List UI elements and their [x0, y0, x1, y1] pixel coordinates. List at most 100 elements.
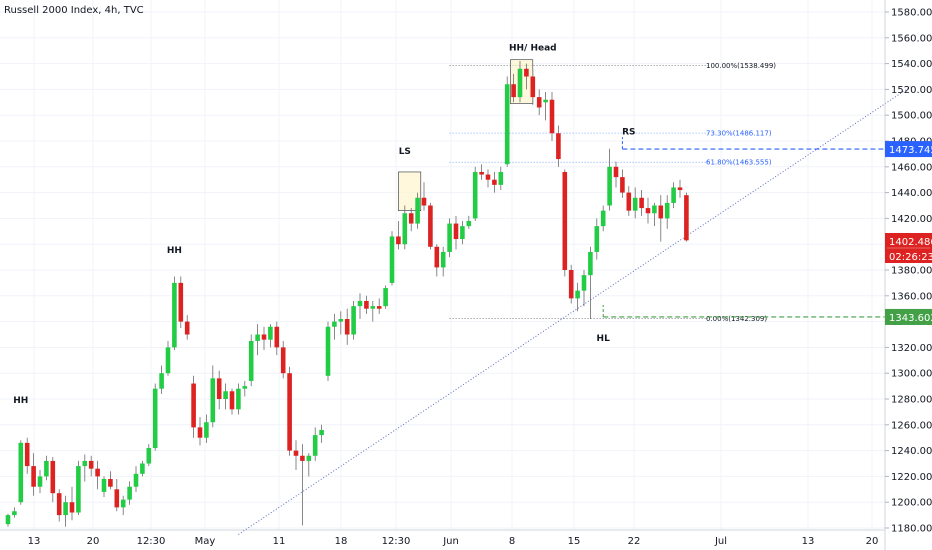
candle[interactable]: [344, 308, 350, 345]
candle[interactable]: [677, 179, 683, 198]
candle[interactable]: [146, 444, 152, 467]
candle[interactable]: [440, 246, 446, 277]
candle[interactable]: [581, 270, 587, 307]
candle[interactable]: [274, 321, 280, 356]
candle[interactable]: [517, 61, 523, 103]
candle[interactable]: [56, 489, 62, 522]
candle[interactable]: [530, 68, 536, 105]
trendline[interactable]: [238, 86, 911, 535]
candle[interactable]: [261, 326, 267, 350]
candle[interactable]: [652, 202, 657, 227]
candle[interactable]: [248, 334, 254, 387]
candle[interactable]: [287, 366, 292, 456]
candle[interactable]: [415, 192, 420, 229]
candle[interactable]: [543, 91, 548, 121]
candle[interactable]: [460, 220, 465, 245]
candle[interactable]: [229, 388, 235, 415]
candle[interactable]: [332, 313, 337, 340]
candle[interactable]: [293, 440, 299, 470]
candle[interactable]: [325, 321, 331, 381]
candle[interactable]: [5, 513, 11, 527]
candle[interactable]: [31, 453, 36, 496]
candle[interactable]: [37, 469, 43, 494]
candle[interactable]: [485, 169, 491, 188]
candle[interactable]: [607, 148, 612, 211]
candle[interactable]: [108, 471, 113, 490]
candle[interactable]: [684, 192, 689, 242]
candle[interactable]: [223, 383, 228, 410]
candle[interactable]: [300, 444, 305, 526]
candle[interactable]: [172, 276, 177, 350]
candle[interactable]: [453, 215, 459, 250]
candle[interactable]: [351, 300, 356, 340]
candle[interactable]: [664, 195, 670, 229]
candle[interactable]: [69, 486, 75, 521]
candle[interactable]: [114, 478, 120, 512]
candle[interactable]: [165, 340, 171, 376]
candle[interactable]: [120, 495, 126, 516]
candle[interactable]: [95, 460, 100, 490]
candle[interactable]: [242, 380, 248, 397]
candle[interactable]: [492, 171, 497, 193]
candle[interactable]: [613, 161, 619, 188]
candle[interactable]: [63, 495, 68, 527]
candle[interactable]: [191, 375, 196, 438]
candle[interactable]: [671, 182, 676, 209]
candle[interactable]: [536, 89, 542, 116]
candle[interactable]: [236, 383, 241, 415]
candle[interactable]: [658, 195, 664, 242]
candle[interactable]: [645, 197, 651, 224]
candle[interactable]: [140, 460, 145, 477]
candle[interactable]: [50, 457, 56, 503]
candle[interactable]: [82, 454, 88, 482]
candle[interactable]: [76, 460, 81, 516]
candle[interactable]: [370, 300, 376, 322]
candle[interactable]: [498, 166, 504, 191]
candle[interactable]: [88, 455, 94, 477]
candle[interactable]: [479, 164, 484, 180]
candle[interactable]: [44, 455, 49, 481]
candle[interactable]: [133, 466, 139, 492]
candle[interactable]: [210, 365, 216, 428]
candle[interactable]: [626, 186, 632, 216]
candle[interactable]: [159, 365, 164, 394]
candle[interactable]: [466, 215, 472, 229]
candle[interactable]: [178, 276, 184, 329]
candle[interactable]: [600, 205, 606, 232]
candle[interactable]: [204, 414, 209, 443]
candle[interactable]: [402, 205, 408, 250]
candle[interactable]: [268, 324, 273, 348]
candle[interactable]: [357, 293, 363, 320]
candle[interactable]: [556, 125, 561, 167]
candle[interactable]: [620, 169, 625, 198]
candle[interactable]: [408, 208, 414, 232]
candle[interactable]: [319, 424, 324, 443]
candle[interactable]: [389, 231, 395, 286]
candle[interactable]: [594, 218, 600, 260]
candle[interactable]: [396, 220, 401, 250]
candle[interactable]: [18, 440, 24, 505]
candle[interactable]: [364, 295, 369, 314]
candle[interactable]: [575, 282, 580, 312]
candle[interactable]: [434, 244, 440, 277]
candle[interactable]: [280, 340, 286, 379]
candle[interactable]: [568, 264, 574, 304]
candle[interactable]: [588, 246, 593, 320]
candle[interactable]: [184, 315, 190, 340]
candle[interactable]: [255, 324, 260, 356]
candle[interactable]: [216, 370, 222, 410]
candle[interactable]: [504, 76, 510, 167]
candle[interactable]: [197, 417, 203, 446]
candle[interactable]: [428, 202, 433, 250]
candle[interactable]: [639, 190, 644, 216]
candle[interactable]: [383, 285, 388, 309]
candle[interactable]: [549, 91, 555, 141]
candles[interactable]: [5, 61, 689, 527]
candle[interactable]: [632, 187, 638, 219]
candle[interactable]: [447, 218, 452, 258]
candle[interactable]: [306, 453, 312, 477]
candle[interactable]: [376, 298, 382, 314]
candle[interactable]: [338, 311, 344, 335]
candle[interactable]: [421, 182, 427, 211]
